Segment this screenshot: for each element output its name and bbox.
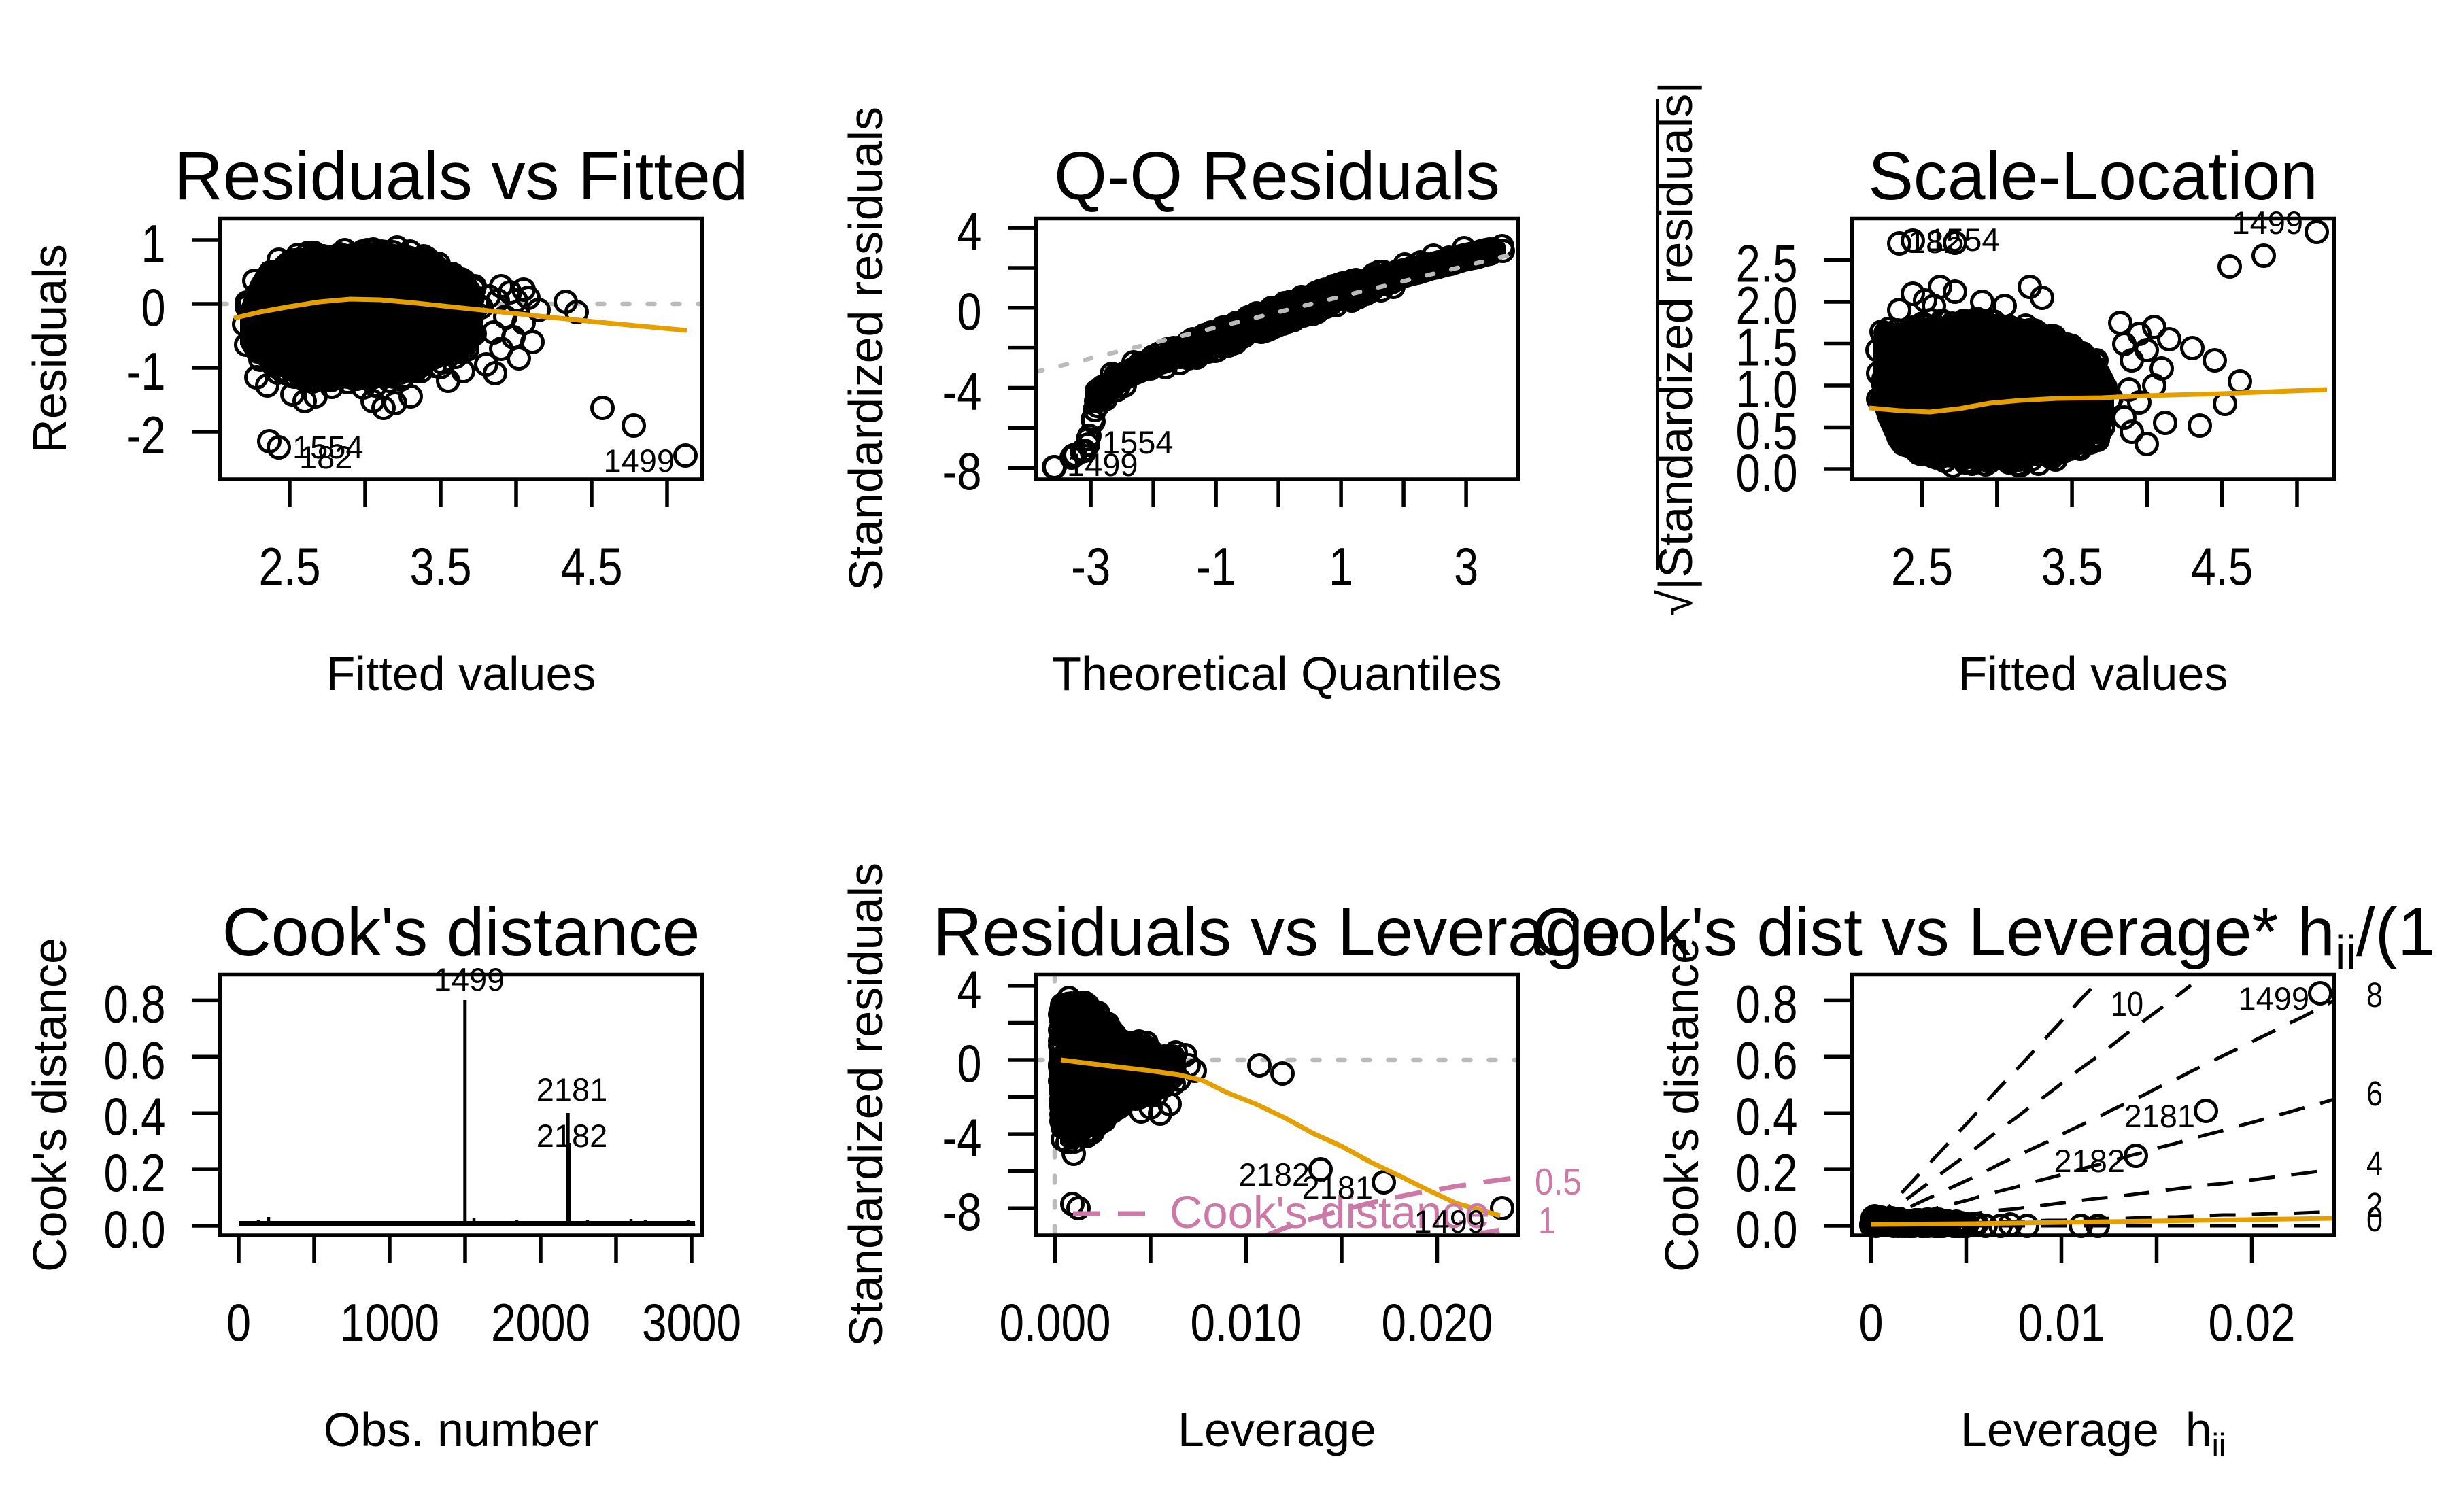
svg-text:4: 4 [957,201,982,261]
svg-text:2: 2 [2366,1186,2383,1224]
svg-text:Leverage hii: Leverage hii [1960,1403,2226,1462]
svg-text:2181: 2181 [2124,1098,2195,1134]
svg-text:4.5: 4.5 [2191,536,2253,596]
svg-text:0: 0 [957,281,982,341]
svg-text:0.4: 0.4 [1736,1086,1798,1146]
svg-text:2.5: 2.5 [1891,536,1953,596]
svg-text:-1: -1 [1196,536,1236,596]
svg-text:1554: 1554 [292,429,364,465]
svg-text:182: 182 [299,439,352,475]
svg-text:Q-Q Residuals: Q-Q Residuals [1054,138,1500,214]
svg-text:4: 4 [2366,1144,2383,1183]
svg-text:2182: 2182 [537,1118,608,1154]
svg-text:2182: 2182 [1238,1156,1310,1192]
svg-text:1: 1 [141,213,166,273]
svg-text:0.5: 0.5 [1535,1161,1582,1203]
svg-text:Cook's distance: Cook's distance [1655,938,1708,1272]
svg-text:0.2: 0.2 [1736,1143,1798,1203]
svg-text:0.0: 0.0 [104,1199,166,1259]
svg-text:Scale-Location: Scale-Location [1868,138,2318,214]
svg-text:1554: 1554 [1928,222,2000,258]
svg-text:-2: -2 [126,405,166,465]
svg-text:Fitted values: Fitted values [326,647,596,700]
svg-text:1.5: 1.5 [1736,317,1798,377]
svg-text:4.5: 4.5 [561,536,623,596]
svg-text:-8: -8 [942,1182,982,1241]
svg-text:0.8: 0.8 [104,974,166,1033]
svg-text:4: 4 [957,959,982,1019]
svg-text:1499: 1499 [1067,447,1138,483]
svg-text:0.0: 0.0 [1736,1199,1798,1259]
svg-text:Standardized residuals: Standardized residuals [839,863,892,1347]
svg-text:2.5: 2.5 [259,536,321,596]
svg-text:1499: 1499 [2238,980,2309,1016]
svg-text:-8: -8 [942,441,982,501]
svg-text:1554: 1554 [1102,424,1174,460]
svg-text:Cook's distance: Cook's distance [222,894,700,970]
svg-text:Cook's distance: Cook's distance [23,938,76,1272]
svg-text:0.2: 0.2 [104,1143,166,1203]
svg-text:2.0: 2.0 [1736,275,1798,335]
svg-text:0.01: 0.01 [2018,1292,2105,1352]
svg-text:3.5: 3.5 [2041,536,2103,596]
svg-text:3000: 3000 [642,1292,741,1352]
svg-text:0.5: 0.5 [1736,401,1798,461]
svg-text:2.5: 2.5 [1736,234,1798,294]
svg-text:0.8: 0.8 [1736,974,1798,1033]
svg-text:2182: 2182 [2054,1143,2125,1179]
svg-text:0.4: 0.4 [104,1086,166,1146]
svg-text:0.010: 0.010 [1191,1292,1302,1352]
svg-text:Residuals vs Leverage: Residuals vs Leverage [933,894,1621,970]
svg-text:2181: 2181 [537,1071,608,1107]
svg-text:0.6: 0.6 [104,1030,166,1090]
svg-text:0: 0 [226,1292,251,1352]
svg-text:Cook's distance: Cook's distance [1170,1187,1490,1238]
svg-text:1499: 1499 [1414,1203,1485,1239]
svg-text:-4: -4 [942,1107,982,1167]
svg-text:-1: -1 [126,341,166,401]
svg-text:182: 182 [1908,224,1961,260]
svg-text:0.0: 0.0 [1736,443,1798,502]
svg-text:0: 0 [1859,1292,1884,1352]
svg-text:Fitted values: Fitted values [1958,647,2228,700]
svg-text:Residuals: Residuals [23,244,76,453]
svg-text:Standardized residuals: Standardized residuals [839,107,892,591]
svg-text:1: 1 [1329,536,1353,596]
svg-text:2000: 2000 [491,1292,590,1352]
svg-text:0.020: 0.020 [1382,1292,1493,1352]
svg-text:3.5: 3.5 [410,536,472,596]
svg-text:8: 8 [2366,976,2383,1014]
svg-text:Cook's dist vs Leverage* hii/(: Cook's dist vs Leverage* hii/(1 − hii) [1532,894,2448,979]
svg-text:0: 0 [2366,1200,2383,1239]
svg-text:Residuals vs Fitted: Residuals vs Fitted [174,138,749,214]
svg-text:0.000: 0.000 [1000,1292,1111,1352]
svg-text:3: 3 [1454,536,1478,596]
svg-text:6: 6 [2366,1074,2383,1113]
svg-text:1000: 1000 [340,1292,439,1352]
svg-text:0: 0 [141,277,166,337]
svg-text:1499: 1499 [2232,205,2303,241]
svg-text:Theoretical Quantiles: Theoretical Quantiles [1052,647,1501,700]
svg-text:0.6: 0.6 [1736,1030,1798,1090]
svg-text:10: 10 [2111,984,2143,1023]
svg-text:Obs. number: Obs. number [324,1403,599,1456]
svg-text:0: 0 [957,1033,982,1093]
svg-text:Leverage: Leverage [1178,1403,1376,1456]
svg-text:0.02: 0.02 [2209,1292,2296,1352]
svg-text:2181: 2181 [1302,1169,1373,1205]
svg-text:1499: 1499 [603,443,675,479]
svg-text:-3: -3 [1071,536,1110,596]
svg-text:-4: -4 [942,362,982,422]
svg-text:1: 1 [1538,1199,1556,1241]
svg-text:1.0: 1.0 [1736,359,1798,419]
svg-text:1499: 1499 [434,961,505,997]
